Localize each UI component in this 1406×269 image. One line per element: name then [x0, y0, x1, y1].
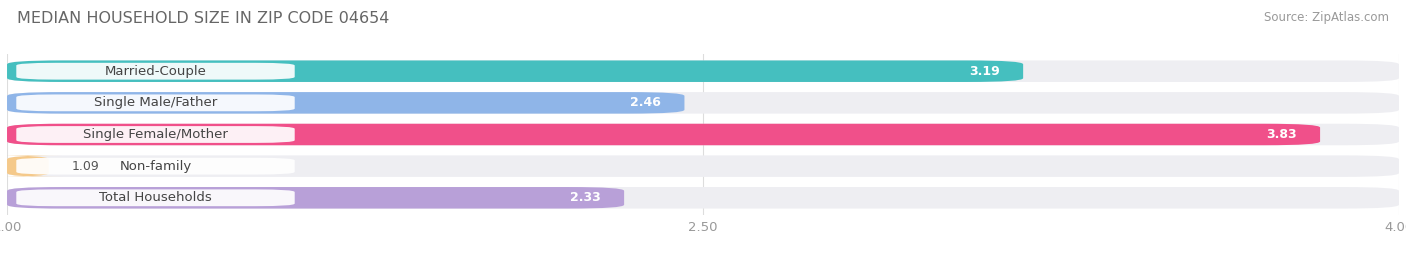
Text: 3.83: 3.83 [1267, 128, 1296, 141]
FancyBboxPatch shape [7, 187, 1399, 208]
FancyBboxPatch shape [7, 124, 1320, 145]
Text: 3.19: 3.19 [969, 65, 1000, 78]
Text: Single Female/Mother: Single Female/Mother [83, 128, 228, 141]
FancyBboxPatch shape [17, 63, 295, 80]
FancyBboxPatch shape [7, 92, 1399, 114]
FancyBboxPatch shape [0, 155, 63, 177]
FancyBboxPatch shape [7, 124, 1399, 145]
FancyBboxPatch shape [17, 189, 295, 206]
FancyBboxPatch shape [17, 126, 295, 143]
FancyBboxPatch shape [17, 94, 295, 111]
FancyBboxPatch shape [17, 158, 295, 175]
Text: Source: ZipAtlas.com: Source: ZipAtlas.com [1264, 11, 1389, 24]
Text: Married-Couple: Married-Couple [104, 65, 207, 78]
Text: Non-family: Non-family [120, 160, 191, 173]
Text: Total Households: Total Households [100, 191, 212, 204]
Text: 2.46: 2.46 [630, 96, 661, 109]
Text: Single Male/Father: Single Male/Father [94, 96, 217, 109]
FancyBboxPatch shape [7, 61, 1399, 82]
Text: 1.09: 1.09 [72, 160, 100, 173]
Text: MEDIAN HOUSEHOLD SIZE IN ZIP CODE 04654: MEDIAN HOUSEHOLD SIZE IN ZIP CODE 04654 [17, 11, 389, 26]
FancyBboxPatch shape [7, 155, 1399, 177]
Text: 2.33: 2.33 [571, 191, 600, 204]
FancyBboxPatch shape [7, 61, 1024, 82]
FancyBboxPatch shape [7, 92, 685, 114]
FancyBboxPatch shape [7, 187, 624, 208]
